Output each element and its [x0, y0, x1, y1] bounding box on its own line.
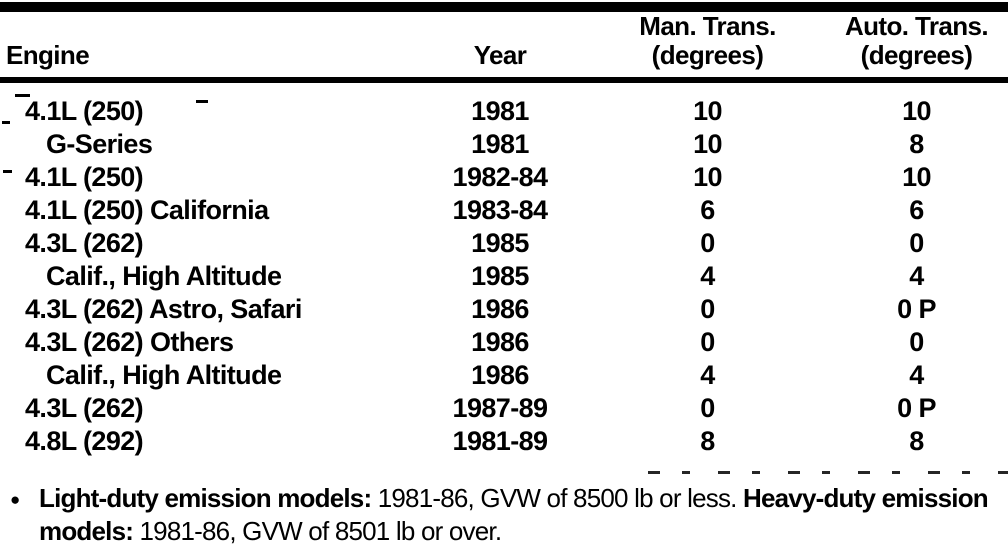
year-cell: 1986 [471, 294, 529, 324]
table-row: 4.3L (262) Others 1986 0 0 [0, 326, 1008, 359]
header-rule [0, 77, 1008, 83]
man-trans-cell: 10 [693, 129, 722, 159]
scan-artifact [15, 94, 30, 97]
auto-trans-cell: 0 [909, 327, 924, 357]
scan-artifact [196, 100, 208, 103]
table-row: G-Series 1981 10 8 [0, 128, 1008, 161]
auto-trans-cell: 4 [909, 261, 924, 291]
column-header-man-trans: Man. Trans. (degrees) [590, 12, 825, 76]
man-trans-cell: 8 [700, 426, 715, 456]
engine-cell: Calif., High Altitude [46, 261, 282, 291]
bullet-icon: ● [10, 490, 20, 509]
footnote-segment: Light-duty emission models: [39, 483, 372, 513]
engine-cell: 4.1L (250) [25, 162, 144, 192]
year-cell: 1981 [471, 96, 529, 126]
auto-trans-cell: 10 [902, 96, 931, 126]
column-header-auto-trans: Auto. Trans. (degrees) [825, 12, 1008, 76]
auto-trans-header-line1: Auto. Trans. [844, 11, 989, 41]
footnote-segment: 1981-86, GVW of 8501 lb or over. [133, 516, 503, 546]
year-cell: 1987-89 [452, 393, 548, 423]
table-row: 4.3L (262) 1985 0 0 [0, 227, 1008, 260]
man-trans-cell: 0 [700, 327, 715, 357]
auto-trans-cell: 0 [909, 228, 924, 258]
table-row: 4.1L (250) 1981 10 10 [0, 95, 1008, 128]
man-trans-header-line2: (degrees) [651, 40, 764, 70]
engine-cell: 4.3L (262) Astro, Safari [25, 294, 302, 324]
man-trans-cell: 4 [700, 360, 715, 390]
engine-cell: 4.3L (262) Others [25, 327, 234, 357]
table-row: Calif., High Altitude 1986 4 4 [0, 359, 1008, 392]
footnote-text: Light-duty emission models: 1981-86, GVW… [39, 482, 1008, 546]
auto-trans-cell: 0 P [897, 294, 936, 324]
scan-artifact [2, 121, 10, 124]
engine-cell: 4.1L (250) California [25, 195, 269, 225]
auto-trans-cell: 6 [909, 195, 924, 225]
auto-trans-cell: 4 [909, 360, 924, 390]
engine-cell: 4.1L (250) [25, 96, 144, 126]
year-cell: 1985 [471, 261, 529, 291]
engine-cell: 4.3L (262) [25, 393, 144, 423]
table-row: 4.8L (292) 1981-89 8 8 [0, 425, 1008, 458]
table-row: 4.3L (262) Astro, Safari 1986 0 0 P [0, 293, 1008, 326]
footnote-segment: Heavy-duty emission [743, 483, 989, 513]
auto-trans-cell: 10 [902, 162, 931, 192]
broken-bottom-rule [648, 471, 1008, 474]
man-trans-cell: 4 [700, 261, 715, 291]
man-trans-header-line1: Man. Trans. [639, 11, 776, 41]
man-trans-cell: 6 [700, 195, 715, 225]
auto-trans-cell: 8 [909, 426, 924, 456]
man-trans-cell: 10 [693, 162, 722, 192]
table-row: Calif., High Altitude 1985 4 4 [0, 260, 1008, 293]
table-row: 4.1L (250) 1982-84 10 10 [0, 161, 1008, 194]
column-header-year: Year [473, 40, 527, 70]
table-row: 4.3L (262) 1987-89 0 0 P [0, 392, 1008, 425]
engine-cell: Calif., High Altitude [46, 360, 282, 390]
auto-trans-header-line2: (degrees) [860, 40, 973, 70]
man-trans-cell: 0 [700, 294, 715, 324]
man-trans-cell: 0 [700, 393, 715, 423]
table-row: 4.1L (250) California 1983-84 6 6 [0, 194, 1008, 227]
man-trans-cell: 0 [700, 228, 715, 258]
footnote: ● Light-duty emission models: 1981-86, G… [10, 482, 1008, 546]
top-rule [0, 2, 1008, 12]
year-cell: 1986 [471, 327, 529, 357]
year-cell: 1985 [471, 228, 529, 258]
engine-cell: 4.3L (262) [25, 228, 144, 258]
footnote-line: Light-duty emission models: 1981-86, GVW… [39, 482, 1008, 515]
footnote-segment: models: [39, 516, 134, 546]
year-cell: 1982-84 [452, 162, 548, 192]
year-cell: 1981-89 [452, 426, 548, 456]
footnote-line: models: 1981-86, GVW of 8501 lb or over. [39, 515, 1008, 546]
auto-trans-cell: 8 [909, 129, 924, 159]
auto-trans-cell: 0 P [897, 393, 936, 423]
column-header-engine: Engine [6, 40, 90, 70]
scan-artifact [3, 170, 12, 173]
engine-cell: G-Series [46, 129, 153, 159]
year-cell: 1983-84 [452, 195, 548, 225]
table-header: Engine Year Man. Trans. (degrees) Auto. … [0, 12, 1008, 76]
year-cell: 1981 [471, 129, 529, 159]
man-trans-cell: 10 [693, 96, 722, 126]
footnote-segment: 1981-86, GVW of 8500 lb or less. [371, 483, 743, 513]
year-cell: 1986 [471, 360, 529, 390]
table-body: 4.1L (250) 1981 10 10 G-Series 1981 10 8… [0, 95, 1008, 458]
engine-cell: 4.8L (292) [25, 426, 144, 456]
